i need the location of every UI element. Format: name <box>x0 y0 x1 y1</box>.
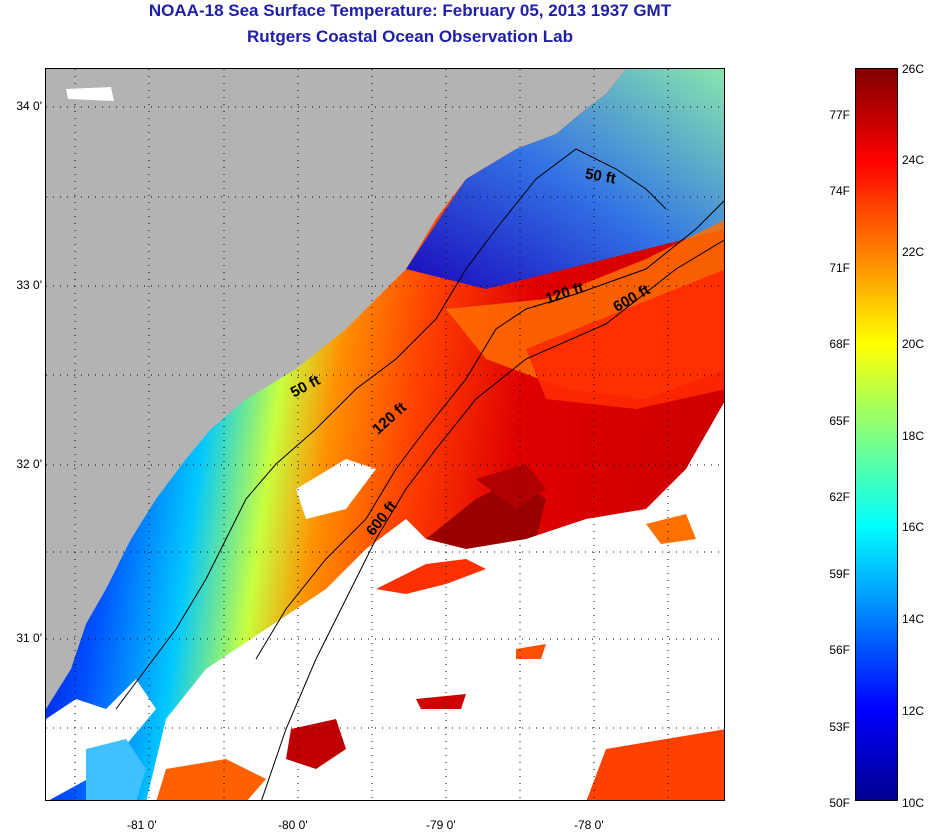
colorbar-label-74f: 74F <box>829 184 850 198</box>
island <box>66 87 114 101</box>
colorbar-label-62f: 62F <box>829 490 850 504</box>
isobath-600ft <box>261 239 724 800</box>
isobath-120ft <box>255 200 724 660</box>
lon-label-78: -78 0' <box>574 818 604 832</box>
colorbar-label-65f: 65F <box>829 414 850 428</box>
colorbar-label-16c: 16C <box>902 520 925 534</box>
map-title: NOAA-18 Sea Surface Temperature: Februar… <box>148 1 672 20</box>
colorbar-label-26c: 26C <box>902 62 925 76</box>
colorbar-label-77f: 77F <box>829 108 850 122</box>
map-subtitle: Rutgers Coastal Ocean Observation Lab <box>247 27 573 46</box>
colorbar-label-50f: 50F <box>829 796 850 810</box>
lon-label-80: -80 0' <box>278 818 308 832</box>
lat-label-32: 32 0' <box>16 457 42 471</box>
sst-patches <box>86 514 724 800</box>
cloud-mask <box>46 402 724 800</box>
colorbar-label-71f: 71F <box>829 261 850 275</box>
colorbar-label-12c: 12C <box>902 704 925 718</box>
lat-label-33: 33 0' <box>16 278 42 292</box>
isobath-50ft <box>115 148 667 710</box>
temperature-colorbar <box>855 68 898 801</box>
colorbar-label-24c: 24C <box>902 153 925 167</box>
lat-label-34: 34 0' <box>16 99 42 113</box>
colorbar-label-20c: 20C <box>902 337 925 351</box>
isobaths <box>115 148 724 800</box>
lon-label-81: -81 0' <box>127 818 157 832</box>
colorbar-label-10c: 10C <box>902 796 925 810</box>
colorbar-label-14c: 14C <box>902 612 925 626</box>
colorbar-label-68f: 68F <box>829 337 850 351</box>
colorbar-label-18c: 18C <box>902 429 925 443</box>
colorbar-label-22c: 22C <box>902 245 925 259</box>
colorbar-label-59f: 59F <box>829 567 850 581</box>
lon-label-79: -79 0' <box>426 818 456 832</box>
colorbar-label-53f: 53F <box>829 720 850 734</box>
lat-label-31: 31 0' <box>16 631 42 645</box>
colorbar-label-56f: 56F <box>829 643 850 657</box>
sst-map <box>45 68 725 801</box>
